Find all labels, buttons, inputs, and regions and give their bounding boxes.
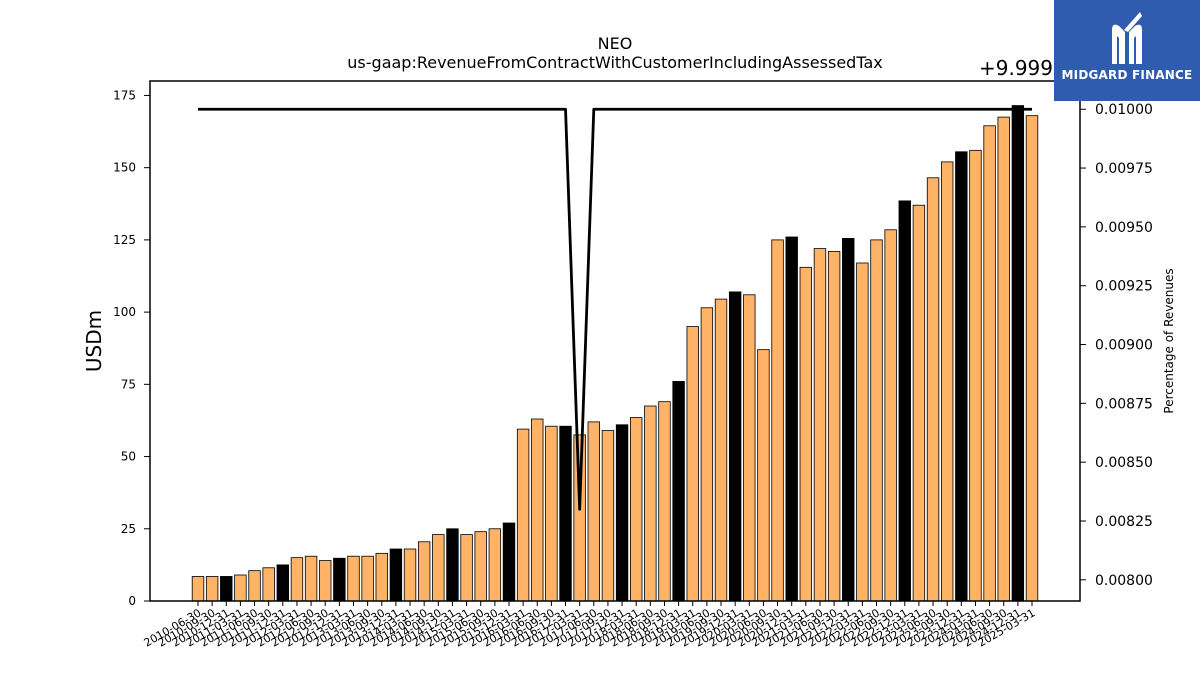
bar-2021-12-31 [842,238,855,602]
y-tick-label: 75 [121,377,136,391]
bar-2010-06-30 [191,576,205,602]
y2-axis-label: Percentage of Revenues [1162,268,1176,413]
bar-2016-06-30 [531,418,544,602]
bar-2019-12-31 [728,291,742,602]
bar-2014-09-30 [432,534,445,602]
y2-tick-label: 0.00825 [1095,514,1153,530]
y-tick-label: 175 [113,88,136,102]
y2-tick-label: 0.00900 [1095,338,1153,354]
bar-2024-09-30 [997,116,1010,602]
y-tick-label: 100 [113,305,136,319]
y-tick-label: 25 [121,522,136,536]
bar-2023-06-30 [926,177,940,602]
bar-2011-09-30 [262,567,275,602]
bar-2014-03-31 [403,548,417,602]
y2-tick-label: 0.01000 [1095,102,1153,118]
bar-2021-09-30 [827,251,841,602]
bar-2016-03-31 [516,428,530,602]
bar-2022-06-30 [870,239,883,602]
bar-2024-06-30 [983,125,996,602]
bar-2018-09-30 [658,401,671,602]
bar-2017-06-30 [587,421,600,602]
bar-2023-12-31 [955,151,968,602]
brand-logo: MIDGARD FINANCE [1054,0,1200,101]
bar-2014-12-31 [446,528,459,602]
bar-2022-09-30 [884,229,897,602]
bar-2023-03-31 [912,204,926,602]
bar-2011-06-30 [248,570,261,602]
y-tick-label: 50 [121,450,136,464]
y-tick-label: 150 [113,161,136,175]
bar-2017-12-31 [615,424,629,602]
y-axis-right: 0.00800 0.00825 0.00850 0.00875 0.00900 0.009… [1080,102,1153,589]
y2-offset-label: +9.999 [979,56,1053,80]
bar-2016-12-31 [559,425,572,602]
bar-2020-06-30 [757,349,770,602]
bar-2022-12-31 [898,200,911,602]
y2-tick-label: 0.00875 [1095,396,1153,412]
series-line-percentage-of-revenues [198,107,1032,511]
bar-2013-06-30 [361,555,374,602]
y2-tick-label: 0.00800 [1095,573,1153,589]
bar-2016-09-30 [545,425,558,602]
bar-2013-12-31 [389,548,403,602]
bar-group [191,105,1039,602]
plot-frame [149,80,1081,602]
y2-tick-label: 0.00950 [1095,220,1153,236]
bar-2015-06-30 [474,531,487,602]
bar-2010-09-30 [205,576,219,602]
bar-2017-09-30 [601,430,615,602]
bar-2014-06-30 [417,541,431,602]
y2-tick-label: 0.00975 [1095,161,1153,177]
line-layer [198,107,1032,511]
y-tick-label: 0 [128,594,136,608]
bar-2023-09-30 [940,161,954,602]
bar-2013-09-30 [375,552,388,602]
bar-2021-03-31 [799,266,813,602]
bar-2015-12-31 [502,522,516,602]
bar-2012-03-31 [290,557,304,602]
bar-2017-03-31 [573,434,586,602]
bar-2015-03-31 [460,534,473,602]
logo-icon [1112,12,1142,65]
bar-2018-03-31 [630,417,643,602]
chart-subtitle: us-gaap:RevenueFromContractWithCustomerI… [347,53,882,72]
bar-2013-03-31 [347,555,360,602]
bar-2019-09-30 [714,298,728,602]
bar-2019-03-31 [686,326,699,602]
bar-2012-09-30 [319,560,332,602]
bar-2011-03-31 [234,574,247,602]
y-axis-label: USDm [82,310,106,372]
bar-2011-12-31 [276,564,290,602]
bar-2015-09-30 [488,528,502,602]
y2-tick-label: 0.00925 [1095,279,1153,295]
brand-name: MIDGARD FINANCE [1061,68,1193,82]
bar-2020-12-31 [785,236,798,602]
bar-2022-03-31 [856,262,869,602]
bar-2020-09-30 [771,239,784,602]
bar-2018-06-30 [644,405,657,602]
y-tick-label: 125 [113,233,136,247]
bar-2021-06-30 [813,248,827,602]
bar-2012-12-31 [333,557,346,602]
bar-2025-03-31 [1025,115,1039,602]
y2-tick-label: 0.00850 [1095,455,1153,471]
y-axis-left: 0 25 50 75 100 125 150 175 [113,88,150,608]
bar-2012-06-30 [304,555,318,602]
bar-2020-03-31 [743,294,756,602]
bar-2018-12-31 [672,381,685,602]
bar-2010-12-31 [220,576,233,602]
x-axis: 2010-06-302010-09-302010-12-312011-03-31… [142,601,1038,650]
bar-2024-03-31 [969,149,982,602]
bar-2019-06-30 [700,307,714,602]
chart-title: NEO [598,34,633,53]
bar-2024-12-31 [1011,105,1025,602]
